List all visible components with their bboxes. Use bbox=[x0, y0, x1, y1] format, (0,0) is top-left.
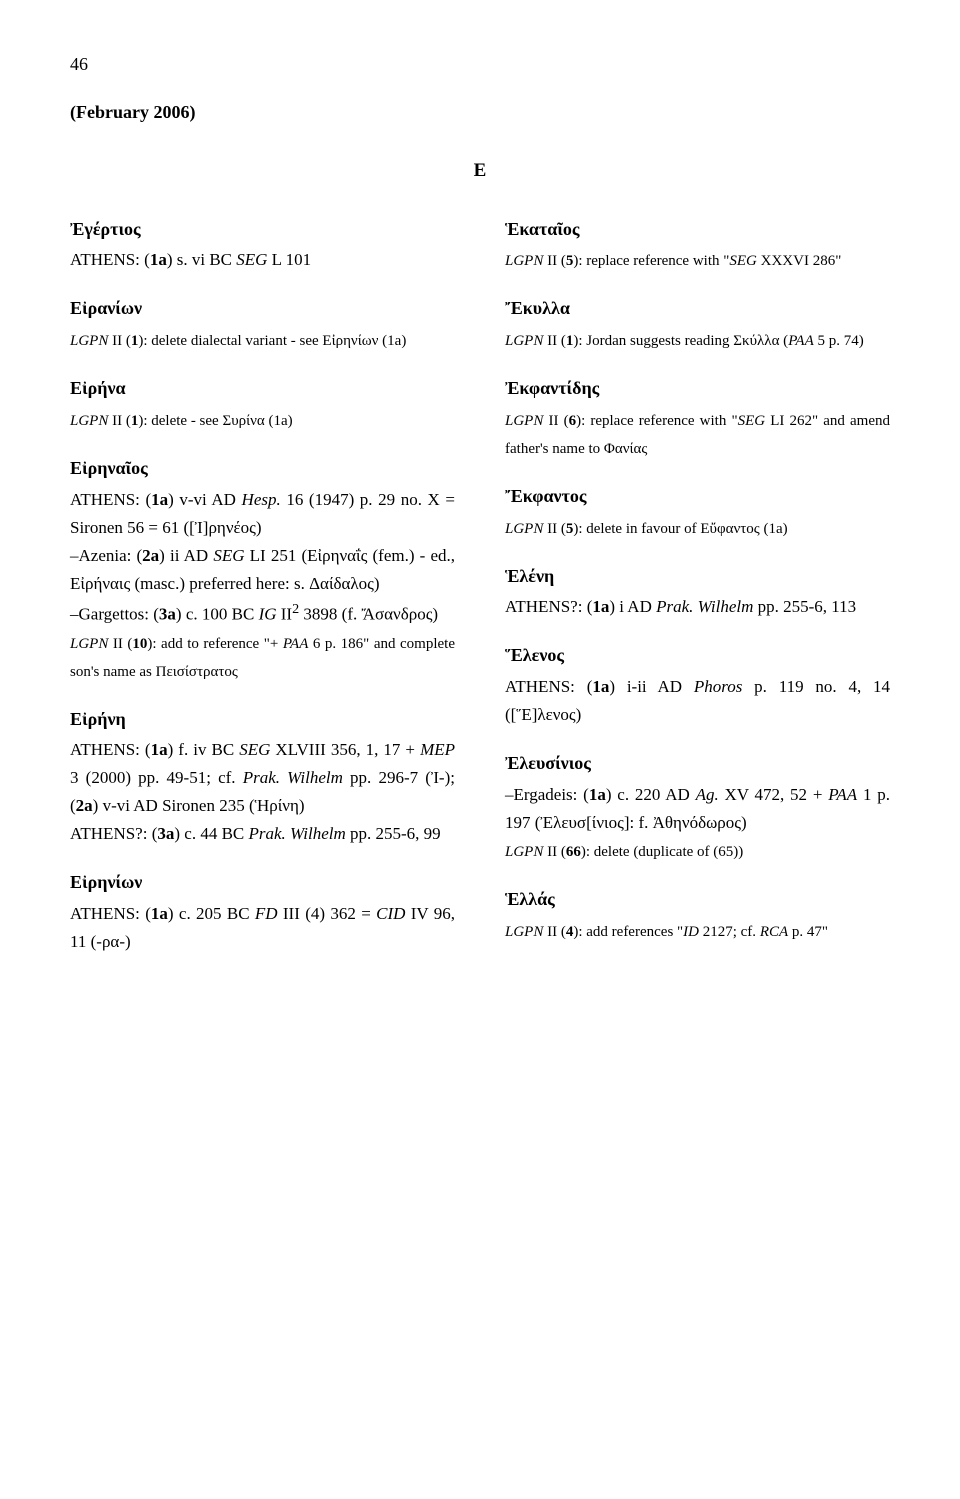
entry-body: ATHENS?: (1a) i AD Prak. Wilhelm pp. 255… bbox=[505, 593, 890, 621]
lexicon-entry: Ἐλευσίνιος–Ergadeis: (1a) c. 220 AD Ag. … bbox=[505, 749, 890, 865]
lexicon-entry: ἙκαταῖοςLGPN II (5): replace reference w… bbox=[505, 215, 890, 275]
headword: Εἰρηνίων bbox=[70, 868, 455, 898]
headword: Ἑλένη bbox=[505, 562, 890, 592]
headword: Ἐλευσίνιος bbox=[505, 749, 890, 779]
section-letter: Ε bbox=[70, 155, 890, 186]
headword: Ἕλενος bbox=[505, 641, 890, 671]
entry-body: ATHENS: (1a) v-vi AD Hesp. 16 (1947) p. … bbox=[70, 486, 455, 685]
entry-body: ATHENS: (1a) f. iv BC SEG XLVIII 356, 1,… bbox=[70, 736, 455, 848]
entry-body: ATHENS: (1a) s. vi BC SEG L 101 bbox=[70, 246, 455, 274]
entry-body: LGPN II (5): replace reference with "SEG… bbox=[505, 246, 890, 274]
headword: Ἐκφαντίδης bbox=[505, 374, 890, 404]
entry-body: LGPN II (1): delete - see Συρίνα (1a) bbox=[70, 406, 455, 434]
lexicon-entry: ἜκφαντοςLGPN II (5): delete in favour of… bbox=[505, 482, 890, 542]
lexicon-entry: ἙλένηATHENS?: (1a) i AD Prak. Wilhelm pp… bbox=[505, 562, 890, 622]
date-header: (February 2006) bbox=[70, 98, 890, 128]
page-number: 46 bbox=[70, 50, 890, 80]
entry-body: ATHENS: (1a) c. 205 BC FD III (4) 362 = … bbox=[70, 900, 455, 956]
headword: Ἐγέρτιος bbox=[70, 215, 455, 245]
lexicon-entry: ΕἰρηναῖοςATHENS: (1a) v-vi AD Hesp. 16 (… bbox=[70, 454, 455, 685]
entry-body: ATHENS: (1a) i-ii AD Phoros p. 119 no. 4… bbox=[505, 673, 890, 729]
left-column: ἘγέρτιοςATHENS: (1a) s. vi BC SEG L 101 Ε… bbox=[70, 215, 455, 977]
lexicon-entry: ἝλενοςATHENS: (1a) i-ii AD Phoros p. 119… bbox=[505, 641, 890, 729]
entry-body: –Ergadeis: (1a) c. 220 AD Ag. XV 472, 52… bbox=[505, 781, 890, 865]
entry-body: LGPN II (5): delete in favour of Εὔφαντο… bbox=[505, 514, 890, 542]
headword: Εἰρανίων bbox=[70, 294, 455, 324]
right-column: ἙκαταῖοςLGPN II (5): replace reference w… bbox=[505, 215, 890, 977]
lexicon-entry: ἘγέρτιοςATHENS: (1a) s. vi BC SEG L 101 bbox=[70, 215, 455, 275]
lexicon-entry: ἘκφαντίδηςLGPN II (6): replace reference… bbox=[505, 374, 890, 462]
headword: Ἔκφαντος bbox=[505, 482, 890, 512]
entry-body: LGPN II (4): add references "ID 2127; cf… bbox=[505, 917, 890, 945]
lexicon-entry: ΕἰρήνηATHENS: (1a) f. iv BC SEG XLVIII 3… bbox=[70, 705, 455, 849]
headword: Ἑλλάς bbox=[505, 885, 890, 915]
headword: Εἰρηναῖος bbox=[70, 454, 455, 484]
entry-body: LGPN II (6): replace reference with "SEG… bbox=[505, 406, 890, 462]
columns: ἘγέρτιοςATHENS: (1a) s. vi BC SEG L 101 Ε… bbox=[70, 215, 890, 977]
headword: Εἰρήνα bbox=[70, 374, 455, 404]
headword: Εἰρήνη bbox=[70, 705, 455, 735]
headword: Ἑκαταῖος bbox=[505, 215, 890, 245]
entry-body: LGPN II (1): Jordan suggests reading Σκύ… bbox=[505, 326, 890, 354]
headword: Ἔκυλλα bbox=[505, 294, 890, 324]
lexicon-entry: ΕἰρηνίωνATHENS: (1a) c. 205 BC FD III (4… bbox=[70, 868, 455, 956]
lexicon-entry: ἜκυλλαLGPN II (1): Jordan suggests readi… bbox=[505, 294, 890, 354]
lexicon-entry: ΕἰρήναLGPN II (1): delete - see Συρίνα (… bbox=[70, 374, 455, 434]
entry-body: LGPN II (1): delete dialectal variant - … bbox=[70, 326, 455, 354]
lexicon-entry: ἙλλάςLGPN II (4): add references "ID 212… bbox=[505, 885, 890, 945]
lexicon-entry: ΕἰρανίωνLGPN II (1): delete dialectal va… bbox=[70, 294, 455, 354]
